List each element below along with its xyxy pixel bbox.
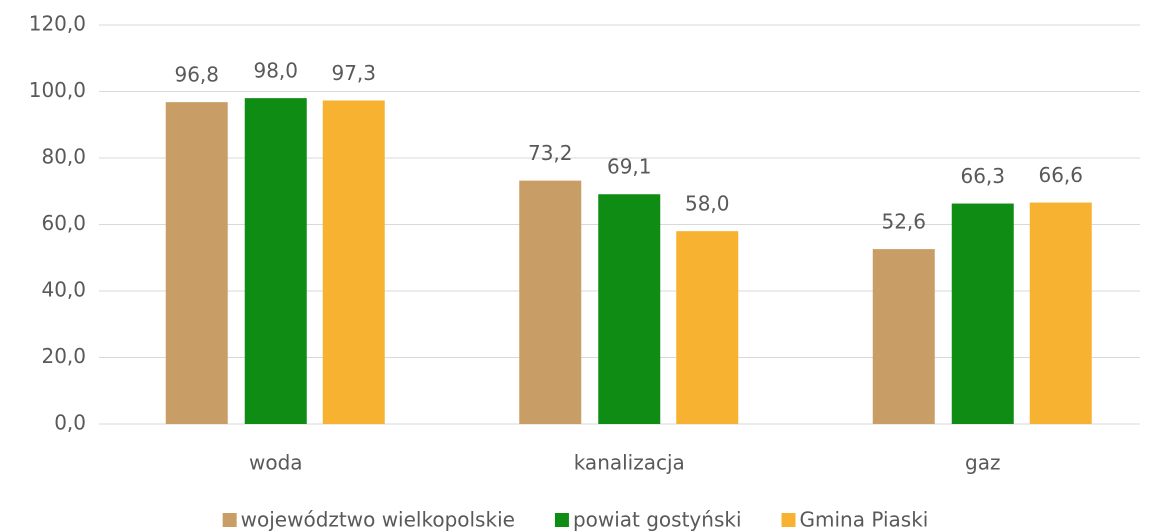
- bar: [951, 203, 1014, 424]
- bar: [872, 249, 935, 424]
- x-tick-label: woda: [249, 451, 303, 475]
- y-tick-label: 40,0: [41, 278, 86, 302]
- data-label: 52,6: [881, 210, 926, 234]
- y-tick-label: 80,0: [41, 145, 86, 169]
- y-tick-label: 20,0: [41, 344, 86, 368]
- legend-swatch: [222, 513, 237, 527]
- y-tick-label: 120,0: [29, 12, 86, 36]
- bar: [165, 102, 228, 424]
- data-label: 66,6: [1038, 163, 1083, 187]
- data-label: 98,0: [253, 59, 298, 83]
- x-tick-label: gaz: [965, 451, 1000, 475]
- legend-label: powiat gostyński: [573, 508, 742, 532]
- legend-label: Gmina Piaski: [800, 508, 929, 532]
- data-label: 58,0: [685, 192, 730, 216]
- x-tick-label: kanalizacja: [574, 451, 685, 475]
- data-label: 97,3: [331, 61, 376, 85]
- y-tick-label: 0,0: [54, 411, 86, 435]
- legend-swatch: [554, 513, 569, 527]
- bar: [676, 231, 739, 424]
- bar: [322, 100, 385, 424]
- legend-label: województwo wielkopolskie: [241, 508, 515, 532]
- data-label: 73,2: [528, 141, 573, 165]
- data-label: 66,3: [960, 164, 1005, 188]
- bar: [244, 98, 307, 425]
- y-tick-label: 60,0: [41, 211, 86, 235]
- bar: [519, 180, 582, 424]
- data-label: 96,8: [174, 63, 219, 87]
- data-label: 69,1: [607, 155, 652, 179]
- y-tick-label: 100,0: [29, 78, 86, 102]
- bar: [598, 194, 661, 424]
- bar: [1029, 202, 1092, 424]
- legend-swatch: [781, 513, 796, 527]
